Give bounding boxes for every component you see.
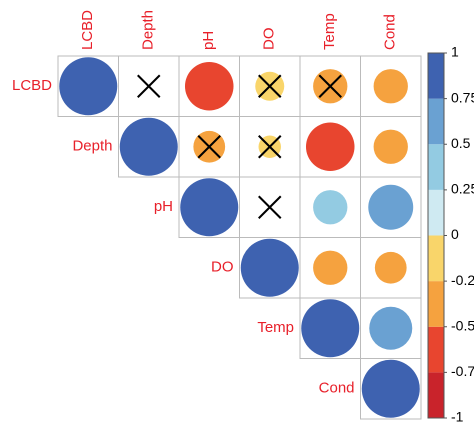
column-label: pH xyxy=(200,31,217,50)
row-label: pH xyxy=(154,198,173,215)
row-label: LCBD xyxy=(12,77,52,94)
corr-circle xyxy=(305,122,355,172)
insignificant-cross xyxy=(197,135,221,159)
corr-circle xyxy=(373,129,408,164)
row-label: Cond xyxy=(319,380,355,397)
column-label: LCBD xyxy=(79,10,96,50)
insignificant-cross xyxy=(137,74,161,98)
column-label: DO xyxy=(261,28,278,51)
colorbar-tick-label: -0.75 xyxy=(451,363,474,379)
cross-stroke xyxy=(318,74,342,98)
corr-circle xyxy=(313,250,348,285)
colorbar-segment xyxy=(428,189,444,236)
colorbar-tick-label: -0.25 xyxy=(451,272,474,288)
row-label: DO xyxy=(211,259,234,276)
corr-circle xyxy=(313,190,348,225)
colorbar-segment xyxy=(428,98,444,145)
corr-circle xyxy=(119,117,178,176)
corr-circle xyxy=(301,299,360,358)
colorbar-tick-label: 0.25 xyxy=(451,181,474,197)
row-label: Depth xyxy=(72,138,112,155)
corr-circle xyxy=(184,61,234,111)
corr-circle xyxy=(361,359,420,418)
colorbar-tick-label: 1 xyxy=(451,44,459,60)
corr-circle xyxy=(368,184,414,230)
column-label: Depth xyxy=(140,10,157,50)
column-label: Cond xyxy=(382,14,399,50)
insignificant-cross xyxy=(318,74,342,98)
cell xyxy=(360,358,422,420)
colorbar-tick-label: 0 xyxy=(451,226,459,242)
colorbar-segment xyxy=(428,53,444,99)
colorbar-segment xyxy=(428,326,444,373)
corr-circle xyxy=(59,57,118,116)
insignificant-cross xyxy=(258,135,282,159)
column-label: Temp xyxy=(321,13,338,50)
colorbar-tick-label: 0.75 xyxy=(451,89,474,105)
colorbar-tick-label: -1 xyxy=(451,409,464,425)
cross-stroke xyxy=(258,74,282,98)
colorbar-segment xyxy=(428,281,444,327)
corr-circle xyxy=(373,69,408,104)
cross-stroke xyxy=(258,135,282,159)
colorbar-segment xyxy=(428,372,444,418)
insignificant-cross xyxy=(258,74,282,98)
corr-circle xyxy=(180,178,239,237)
cross-stroke xyxy=(258,195,282,219)
corr-circle xyxy=(240,238,299,297)
corr-circle xyxy=(369,306,413,350)
colorbar-tick-label: 0.5 xyxy=(451,135,471,151)
cross-stroke xyxy=(197,135,221,159)
corr-circle xyxy=(374,251,407,284)
colorbar-tick-label: -0.5 xyxy=(451,317,474,333)
colorbar-segment xyxy=(428,144,444,190)
cross-stroke xyxy=(137,74,161,98)
colorbar-segment xyxy=(428,235,444,282)
insignificant-cross xyxy=(258,195,282,219)
row-label: Temp xyxy=(257,319,294,336)
